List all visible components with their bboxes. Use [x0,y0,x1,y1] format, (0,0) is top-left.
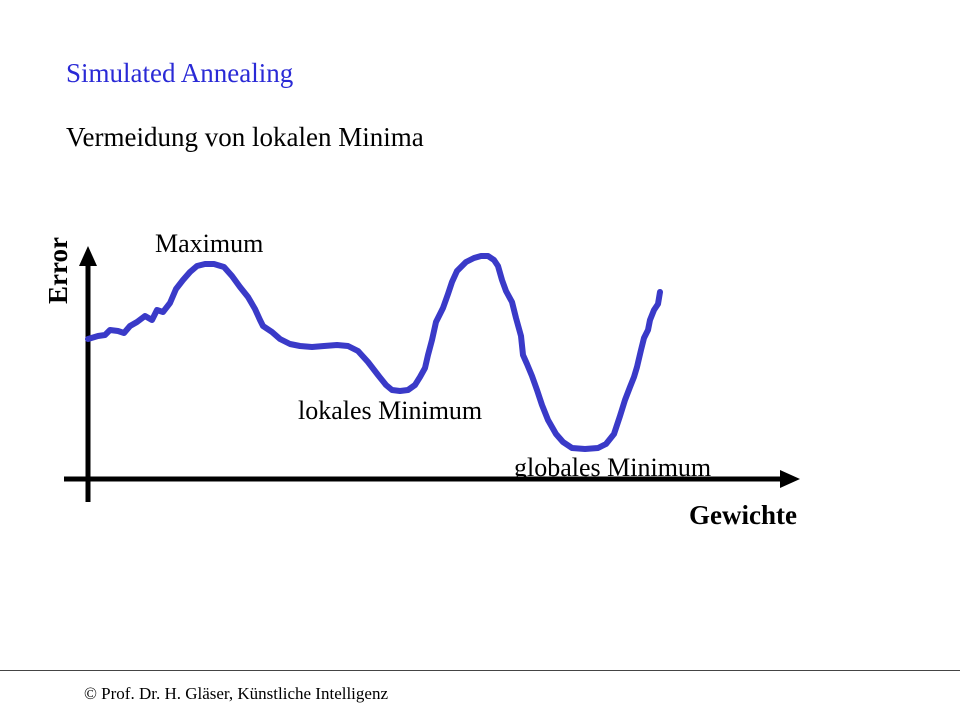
slide-title: Simulated Annealing [66,58,294,88]
x-axis-arrowhead [780,470,800,488]
footer-divider [0,670,960,671]
local-minimum-label: lokales Minimum [298,396,482,425]
footer-copyright: © Prof. Dr. H. Gläser, Künstliche Intell… [84,684,388,703]
maximum-label: Maximum [155,229,263,258]
error-curve [85,253,663,452]
global-minimum-label: globales Minimum [514,453,711,482]
slide-subtitle: Vermeidung von lokalen Minima [66,122,424,152]
x-axis-label: Gewichte [689,500,797,530]
y-axis-arrowhead [79,246,97,266]
y-axis-label: Error [43,237,73,304]
